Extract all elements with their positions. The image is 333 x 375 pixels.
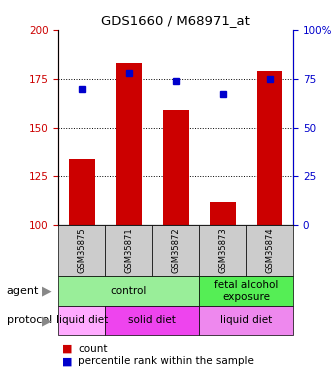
Bar — [105, 225, 152, 276]
Bar — [69, 159, 95, 225]
Bar — [163, 110, 188, 225]
Text: ▶: ▶ — [42, 314, 51, 327]
Bar — [58, 306, 105, 334]
Bar — [210, 202, 235, 225]
Bar — [199, 276, 293, 306]
Title: GDS1660 / M68971_at: GDS1660 / M68971_at — [101, 15, 250, 27]
Bar — [152, 225, 199, 276]
Text: solid diet: solid diet — [128, 315, 176, 326]
Text: GSM35871: GSM35871 — [124, 228, 133, 273]
Bar — [246, 225, 293, 276]
Text: GSM35872: GSM35872 — [171, 228, 180, 273]
Text: GSM35874: GSM35874 — [265, 228, 274, 273]
Bar — [257, 71, 282, 225]
Text: ■: ■ — [62, 357, 72, 366]
Text: liquid diet: liquid diet — [220, 315, 272, 326]
Text: count: count — [78, 344, 108, 354]
Text: GSM35875: GSM35875 — [77, 228, 86, 273]
Bar — [58, 276, 199, 306]
Text: percentile rank within the sample: percentile rank within the sample — [78, 357, 254, 366]
Text: liquid diet: liquid diet — [56, 315, 108, 326]
Text: fetal alcohol
exposure: fetal alcohol exposure — [214, 280, 278, 302]
Text: control: control — [111, 286, 147, 296]
Text: ▶: ▶ — [42, 285, 51, 297]
Text: agent: agent — [7, 286, 39, 296]
Bar — [199, 306, 293, 334]
Bar — [105, 306, 199, 334]
Text: protocol: protocol — [7, 315, 52, 326]
Text: ■: ■ — [62, 344, 72, 354]
Bar — [116, 63, 142, 225]
Text: GSM35873: GSM35873 — [218, 227, 227, 273]
Bar — [58, 225, 105, 276]
Bar — [199, 225, 246, 276]
